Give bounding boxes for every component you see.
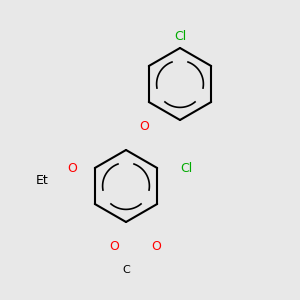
- Text: O: O: [109, 239, 119, 253]
- Text: Cl: Cl: [174, 29, 186, 43]
- Text: O: O: [67, 161, 77, 175]
- Text: O: O: [139, 119, 149, 133]
- Text: C: C: [122, 265, 130, 275]
- Text: Et: Et: [36, 173, 48, 187]
- Text: O: O: [151, 239, 161, 253]
- Text: Cl: Cl: [180, 161, 192, 175]
